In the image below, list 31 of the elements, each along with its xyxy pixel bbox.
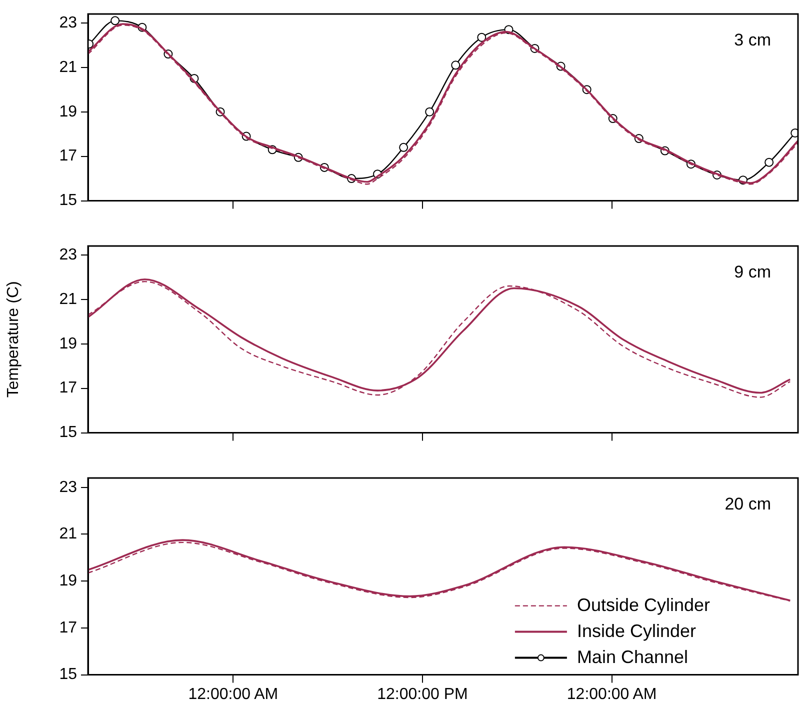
y-tick-label: 19 (59, 335, 78, 352)
y-tick-label: 15 (59, 192, 78, 210)
point (764, 158, 774, 167)
annotation: 3 cm (734, 30, 771, 50)
y-tick-label: 23 (59, 246, 78, 264)
y-tick-label: 19 (59, 103, 78, 120)
y-tick-label: 17 (59, 380, 78, 397)
y-tick-label: 17 (59, 148, 78, 165)
legend-label: Inside Cylinder (576, 620, 696, 641)
y-tick-label: 21 (59, 290, 78, 308)
legend-label: Main Channel (576, 646, 688, 667)
y-tick-label: 19 (59, 572, 78, 590)
y-tick-label: 21 (59, 58, 78, 76)
y-tick-label: 15 (59, 666, 78, 684)
point (399, 142, 408, 152)
y-tick-label: 17 (59, 619, 78, 636)
y-tick-label: 23 (59, 14, 78, 32)
point (451, 60, 460, 70)
legend-label: Outside Cylinder (576, 594, 710, 615)
point (110, 16, 120, 26)
x-tick-label: 12:00:00 PM (377, 686, 468, 703)
y-tick-label: 15 (59, 424, 78, 442)
x-tick-label: 12:00:00 AM (188, 686, 278, 703)
y-axis-title: Temperature (C) (5, 281, 22, 398)
annotation: 9 cm (734, 262, 771, 282)
point (477, 32, 486, 42)
x-tick-label: 12:00:00 AM (566, 686, 657, 703)
y-tick-label: 23 (59, 478, 78, 496)
point (425, 107, 434, 116)
y-tick-label: 21 (59, 526, 78, 543)
annotation: 20 cm (724, 494, 771, 514)
